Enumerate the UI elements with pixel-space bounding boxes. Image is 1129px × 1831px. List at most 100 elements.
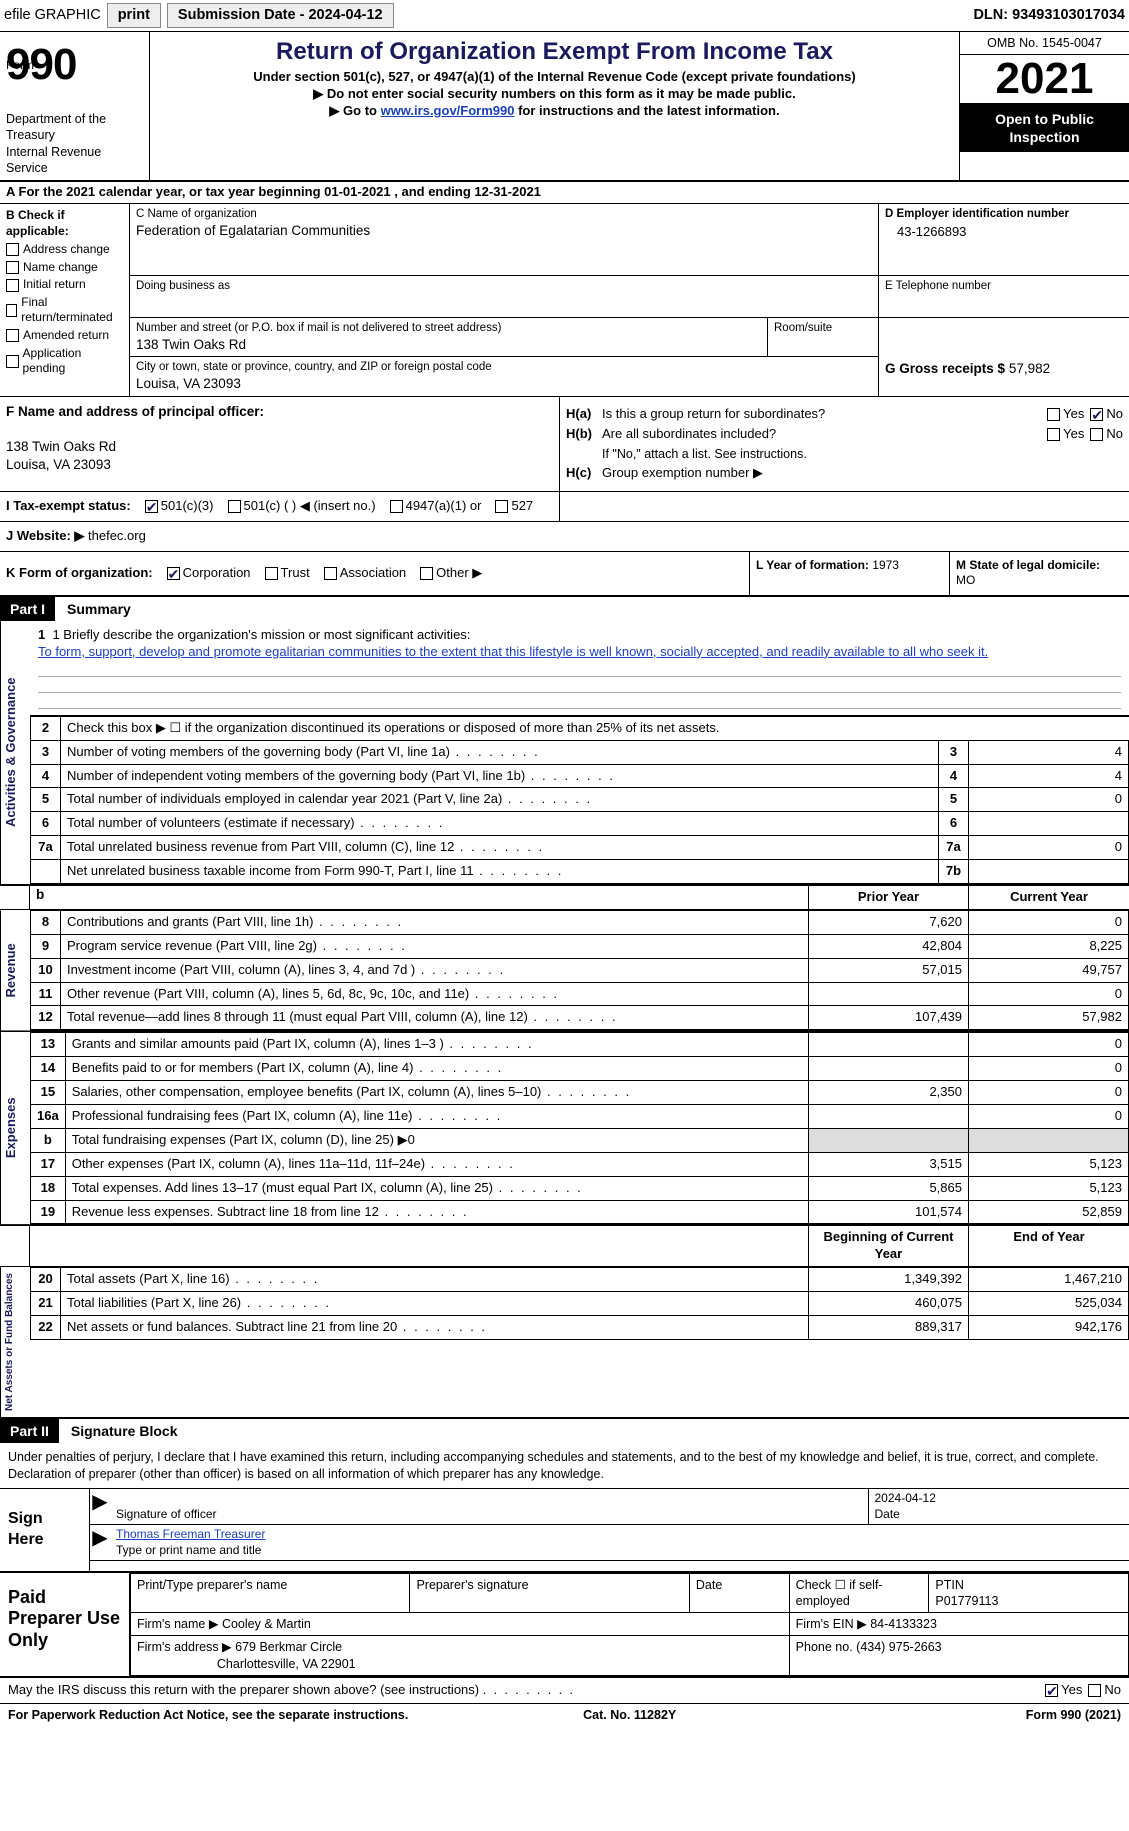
- firm-ein: 84-4133323: [870, 1617, 937, 1631]
- tel-label: E Telephone number: [885, 279, 1123, 294]
- section-b-c-d: B Check if applicable: Address change Na…: [0, 204, 1129, 397]
- city-label: City or town, state or province, country…: [136, 360, 872, 375]
- check-initial-return[interactable]: Initial return: [6, 277, 123, 293]
- k-corp[interactable]: Corporation: [167, 565, 251, 582]
- irs-link[interactable]: www.irs.gov/Form990: [381, 103, 515, 118]
- ha-question: Is this a group return for subordinates?: [602, 406, 1041, 423]
- ptin-value: P01779113: [935, 1594, 998, 1608]
- hb-label: H(b): [566, 426, 602, 443]
- firm-name-label: Firm's name ▶: [137, 1617, 218, 1631]
- ein-value: 43-1266893: [885, 224, 1123, 241]
- hc-label: H(c): [566, 465, 602, 482]
- sign-here-label: Sign Here: [0, 1489, 90, 1571]
- sig-date-label: Date: [875, 1507, 900, 1521]
- ha-yes[interactable]: Yes: [1047, 406, 1084, 423]
- form-subtitle-3: ▶ Go to www.irs.gov/Form990 for instruct…: [154, 103, 955, 120]
- submission-date-button[interactable]: Submission Date - 2024-04-12: [167, 3, 394, 28]
- i-527[interactable]: 527: [495, 498, 533, 515]
- k-label: K Form of organization:: [6, 565, 153, 582]
- vtab-revenue: Revenue: [0, 910, 30, 1030]
- hb-question: Are all subordinates included?: [602, 426, 1041, 443]
- m-label: M State of legal domicile:: [956, 558, 1100, 572]
- check-address-change[interactable]: Address change: [6, 242, 123, 258]
- col-prior-year: Prior Year: [809, 886, 969, 909]
- top-toolbar: efile GRAPHIC print Submission Date - 20…: [0, 0, 1129, 32]
- d-ein-label: D Employer identification number: [885, 208, 1069, 220]
- gross-label: G Gross receipts $: [885, 361, 1005, 376]
- k-assoc[interactable]: Association: [324, 565, 406, 582]
- h-note: If "No," attach a list. See instructions…: [566, 446, 1123, 462]
- department-label: Department of the Treasury Internal Reve…: [6, 111, 143, 176]
- efile-label: efile GRAPHIC: [4, 6, 101, 25]
- sig-officer-label: Signature of officer: [116, 1507, 217, 1521]
- l-label: L Year of formation:: [756, 558, 869, 572]
- form-word: Form: [6, 58, 34, 74]
- ha-no[interactable]: No: [1090, 406, 1123, 423]
- i-501c3[interactable]: 501(c)(3): [145, 498, 214, 515]
- website-value: thefec.org: [88, 528, 146, 543]
- section-f-h: F Name and address of principal officer:…: [0, 397, 1129, 492]
- part2-header: Part II Signature Block: [0, 1419, 1129, 1443]
- part1-header: Part I Summary: [0, 597, 1129, 621]
- part1-title: Summary: [57, 597, 1129, 621]
- firm-ein-label: Firm's EIN ▶: [796, 1617, 867, 1631]
- net-assets-table: 20Total assets (Part X, line 16)1,349,39…: [30, 1267, 1129, 1340]
- form-title: Return of Organization Exempt From Incom…: [154, 36, 955, 67]
- prep-sig-label: Preparer's signature: [416, 1578, 528, 1592]
- revenue-table: 8Contributions and grants (Part VIII, li…: [30, 910, 1129, 1030]
- col-current-year: Current Year: [969, 886, 1129, 909]
- i-label: I Tax-exempt status:: [6, 498, 131, 515]
- dln-label: DLN: 93493103017034: [973, 6, 1125, 25]
- city-value: Louisa, VA 23093: [136, 375, 872, 393]
- self-employed-check[interactable]: Check ☐ if self-employed: [796, 1578, 883, 1608]
- paid-preparer-label: Paid Preparer Use Only: [0, 1573, 130, 1676]
- i-501c[interactable]: 501(c) ( ) ◀ (insert no.): [228, 498, 376, 515]
- ha-label: H(a): [566, 406, 602, 423]
- discuss-yes[interactable]: Yes: [1045, 1682, 1082, 1699]
- part2-title: Signature Block: [61, 1419, 1129, 1443]
- footer-right: Form 990 (2021): [1026, 1707, 1121, 1723]
- sig-date: 2024-04-12: [875, 1491, 936, 1505]
- col-beginning-year: Beginning of Current Year: [809, 1226, 969, 1266]
- b-header: B Check if applicable:: [6, 208, 69, 238]
- hc-question: Group exemption number ▶: [602, 465, 1123, 482]
- arrow-icon: ▶: [90, 1525, 110, 1560]
- firm-addr1: 679 Berkmar Circle: [235, 1640, 342, 1654]
- vtab-net-assets: Net Assets or Fund Balances: [0, 1267, 30, 1417]
- preparer-table: Print/Type preparer's name Preparer's si…: [130, 1573, 1129, 1676]
- i-4947[interactable]: 4947(a)(1) or: [390, 498, 482, 515]
- check-final-return[interactable]: Final return/terminated: [6, 295, 123, 326]
- firm-addr2: Charlottesville, VA 22901: [217, 1657, 356, 1671]
- footer-left: For Paperwork Reduction Act Notice, see …: [8, 1707, 408, 1723]
- addr-label: Number and street (or P.O. box if mail i…: [136, 321, 761, 336]
- expenses-table: 13Grants and similar amounts paid (Part …: [30, 1032, 1129, 1224]
- mission-label: 1 Briefly describe the organization's mi…: [52, 627, 470, 642]
- line-a: A For the 2021 calendar year, or tax yea…: [0, 182, 1129, 204]
- k-trust[interactable]: Trust: [265, 565, 310, 582]
- hb-no[interactable]: No: [1090, 426, 1123, 443]
- check-name-change[interactable]: Name change: [6, 260, 123, 276]
- year-formation: 1973: [872, 558, 899, 572]
- prep-date-label: Date: [696, 1578, 722, 1592]
- governance-table: 2Check this box ▶ ☐ if the organization …: [30, 716, 1129, 884]
- org-name: Federation of Egalatarian Communities: [136, 222, 872, 240]
- officer-name: Thomas Freeman Treasurer: [116, 1527, 265, 1541]
- officer-addr2: Louisa, VA 23093: [6, 457, 111, 472]
- part1-tag: Part I: [0, 597, 57, 621]
- omb-number: OMB No. 1545-0047: [960, 32, 1129, 55]
- arrow-icon: ▶: [90, 1489, 110, 1524]
- firm-name: Cooley & Martin: [222, 1617, 311, 1631]
- gross-value: 57,982: [1009, 361, 1050, 376]
- hb-yes[interactable]: Yes: [1047, 426, 1084, 443]
- c-name-label: C Name of organization: [136, 207, 872, 222]
- phone-label: Phone no.: [796, 1640, 853, 1654]
- form-subtitle-2: ▶ Do not enter social security numbers o…: [154, 86, 955, 103]
- form-subtitle-1: Under section 501(c), 527, or 4947(a)(1)…: [154, 69, 955, 86]
- discuss-no[interactable]: No: [1088, 1682, 1121, 1699]
- k-other[interactable]: Other ▶: [420, 565, 482, 582]
- check-amended-return[interactable]: Amended return: [6, 328, 123, 344]
- check-application-pending[interactable]: Application pending: [6, 346, 123, 377]
- print-button[interactable]: print: [107, 3, 161, 28]
- vtab-expenses: Expenses: [0, 1032, 30, 1224]
- name-title-label: Type or print name and title: [116, 1543, 261, 1557]
